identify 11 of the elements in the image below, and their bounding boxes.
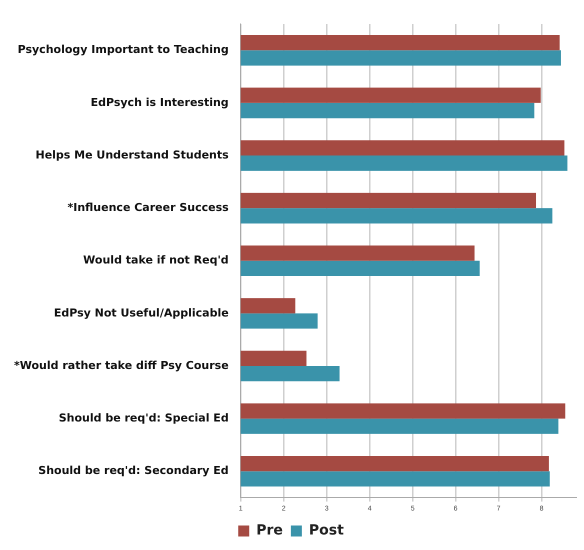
- y-tick-label: Would take if not Req'd: [83, 254, 229, 267]
- legend-label: Post: [308, 522, 344, 539]
- y-tick-label: *Influence Career Success: [67, 201, 230, 214]
- y-tick-label: Helps Me Understand Students: [35, 148, 230, 162]
- y-tick-label: Psychology Important to Teaching: [18, 43, 229, 56]
- y-tick-label: Should be req'd: Special Ed: [58, 412, 229, 425]
- y-tick-label: EdPsych is Interesting: [90, 96, 229, 109]
- y-tick-label: *Would rather take diff Psy Course: [14, 358, 229, 372]
- y-tick-label: Should be req'd: Secondary Ed: [38, 464, 229, 478]
- legend-label: Pre: [256, 522, 283, 539]
- y-tick-label: EdPsy Not Useful/Applicable: [54, 306, 229, 320]
